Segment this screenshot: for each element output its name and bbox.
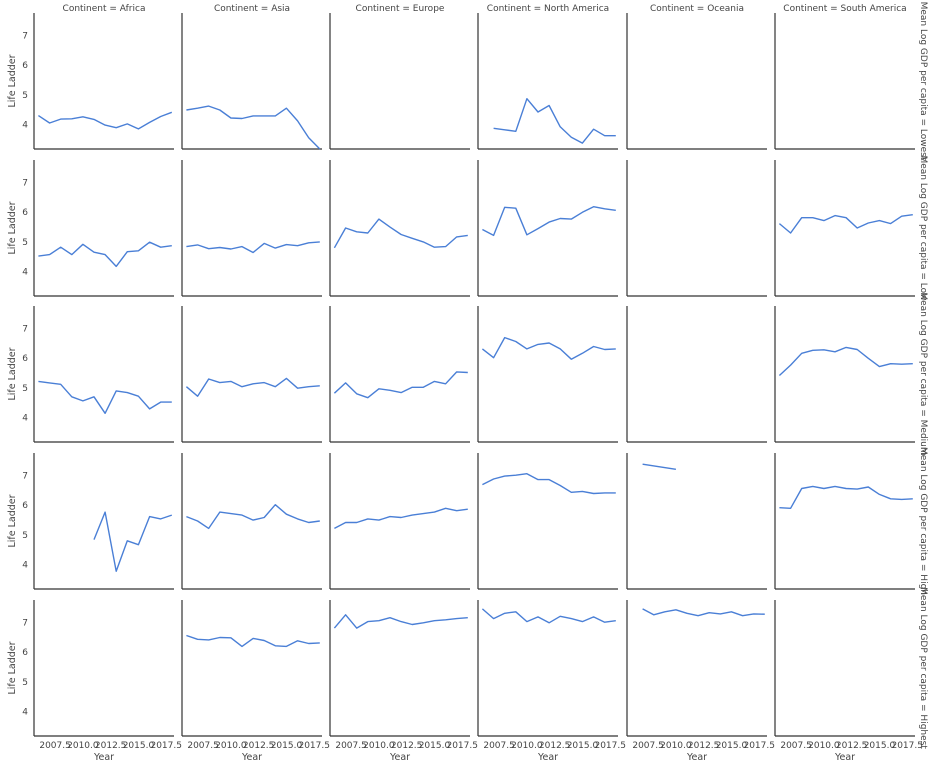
x-axis-title: Year	[241, 752, 262, 763]
y-tick-label: 4	[22, 413, 28, 423]
row-facet-title: Mean Log GDP per capita = Lowest	[918, 2, 928, 161]
column-facet-title: Continent = Asia	[214, 4, 290, 14]
y-axis-title: Life Ladder	[7, 201, 18, 254]
x-tick-label: 2015.0	[419, 741, 451, 751]
y-tick-label: 7	[22, 325, 28, 335]
column-facet-title: Continent = Oceania	[650, 4, 744, 14]
x-tick-label: 2017.5	[446, 741, 478, 751]
x-tick-label: 2012.5	[688, 741, 720, 751]
x-tick-label: 2017.5	[150, 741, 182, 751]
x-tick-label: 2007.5	[39, 741, 71, 751]
x-axis-title: Year	[389, 752, 410, 763]
series-line	[186, 105, 321, 150]
series-line	[778, 346, 913, 377]
series-line	[778, 214, 913, 234]
series-line	[186, 241, 320, 254]
x-tick-label: 2015.0	[567, 741, 599, 751]
x-tick-label: 2012.5	[391, 741, 423, 751]
y-axis-title: Life Ladder	[7, 494, 18, 547]
x-tick-label: 2007.5	[335, 741, 367, 751]
series-line	[481, 608, 616, 624]
x-tick-label: 2010.0	[660, 741, 692, 751]
x-tick-label: 2007.5	[632, 741, 664, 751]
y-tick-label: 5	[22, 91, 28, 101]
x-tick-label: 2017.5	[298, 741, 330, 751]
row-facet-title: Mean Log GDP per capita = High	[918, 447, 928, 595]
x-tick-label: 2017.5	[891, 741, 923, 751]
x-tick-label: 2010.0	[511, 741, 543, 751]
series-line	[186, 504, 320, 530]
series-line	[38, 380, 172, 414]
y-tick-label: 4	[22, 707, 28, 717]
x-tick-label: 2012.5	[836, 741, 868, 751]
series-line	[482, 473, 616, 495]
y-tick-label: 7	[22, 32, 28, 42]
row-facet-title: Mean Log GDP per capita = Low	[918, 155, 928, 300]
y-tick-label: 5	[22, 531, 28, 541]
x-axis-title: Year	[537, 752, 558, 763]
series-line	[38, 241, 172, 268]
x-tick-label: 2010.0	[363, 741, 395, 751]
series-line	[93, 511, 173, 572]
series-line	[334, 507, 468, 530]
y-tick-label: 6	[22, 208, 28, 218]
y-tick-label: 6	[22, 648, 28, 658]
y-tick-label: 5	[22, 678, 28, 688]
series-line	[642, 608, 765, 617]
x-tick-label: 2010.0	[808, 741, 840, 751]
x-tick-label: 2012.5	[243, 741, 275, 751]
series-line	[642, 463, 677, 470]
y-tick-label: 4	[22, 120, 28, 130]
x-tick-label: 2015.0	[716, 741, 748, 751]
y-axis-title: Life Ladder	[7, 641, 18, 694]
x-tick-label: 2012.5	[95, 741, 127, 751]
row-facet-title: Mean Log GDP per capita = Highest	[918, 587, 928, 749]
y-axis-title: Life Ladder	[7, 54, 18, 107]
series-line	[333, 614, 468, 629]
y-tick-label: 5	[22, 384, 28, 394]
x-tick-label: 2012.5	[539, 741, 571, 751]
series-line	[333, 371, 468, 399]
y-tick-label: 4	[22, 560, 28, 570]
column-facet-title: Continent = Europe	[356, 4, 445, 14]
x-tick-label: 2015.0	[123, 741, 155, 751]
y-tick-label: 7	[22, 619, 28, 629]
column-facet-title: Continent = North America	[487, 4, 609, 14]
x-tick-label: 2010.0	[215, 741, 247, 751]
y-tick-label: 6	[22, 354, 28, 364]
x-tick-label: 2017.5	[743, 741, 775, 751]
y-tick-label: 6	[22, 501, 28, 511]
series-line	[185, 377, 320, 397]
y-tick-label: 4	[22, 267, 28, 277]
column-facet-title: Continent = South America	[783, 4, 906, 14]
x-axis-title: Year	[93, 752, 114, 763]
y-tick-label: 5	[22, 238, 28, 248]
x-tick-label: 2007.5	[483, 741, 515, 751]
series-line	[779, 485, 913, 509]
x-tick-label: 2015.0	[271, 741, 303, 751]
y-tick-label: 6	[22, 61, 28, 71]
x-tick-label: 2010.0	[67, 741, 99, 751]
x-tick-label: 2007.5	[187, 741, 219, 751]
series-line	[38, 111, 173, 130]
y-tick-label: 7	[22, 179, 28, 189]
series-line	[482, 205, 616, 237]
series-line	[333, 218, 468, 249]
x-tick-label: 2015.0	[864, 741, 896, 751]
y-axis-title: Life Ladder	[7, 347, 18, 400]
row-facet-title: Mean Log GDP per capita = Medium	[918, 292, 928, 455]
series-line	[186, 634, 320, 648]
series-line	[481, 336, 616, 360]
column-facet-title: Continent = Africa	[63, 4, 146, 14]
x-tick-label: 2017.5	[594, 741, 626, 751]
x-tick-label: 2007.5	[780, 741, 812, 751]
series-line	[493, 97, 616, 144]
x-axis-title: Year	[686, 752, 707, 763]
x-axis-title: Year	[834, 752, 855, 763]
y-tick-label: 7	[22, 472, 28, 482]
